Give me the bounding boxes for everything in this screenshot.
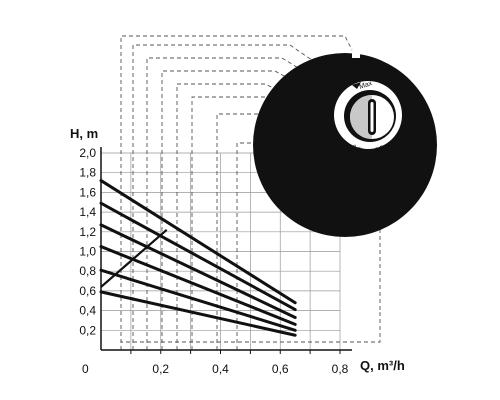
y-tick-labels: 0,2 0,4 0,6 0,8 1,0 1,2 1,4 1,6 1,8 2,0 bbox=[79, 146, 96, 337]
dial-knob-shade bbox=[350, 95, 372, 139]
pump-curves bbox=[99, 179, 297, 337]
y-tick-label: 1,4 bbox=[79, 205, 96, 219]
pump-body-disc bbox=[253, 53, 437, 237]
y-tick-label: 0,8 bbox=[79, 264, 96, 278]
x-tick-label: 0,8 bbox=[332, 362, 349, 376]
y-tick-label: 0,2 bbox=[79, 323, 96, 337]
dial-pointer-highlight bbox=[370, 102, 374, 132]
dial-left-label: 0.65 bbox=[351, 144, 365, 155]
y-tick-label: 1,0 bbox=[79, 245, 96, 259]
pump-notch bbox=[352, 50, 360, 58]
y-tick-label: 0,6 bbox=[79, 284, 96, 298]
x-tick-label: 0,6 bbox=[272, 362, 289, 376]
y-tick-label: 2,0 bbox=[79, 146, 96, 160]
dial-max-arrow-icon bbox=[352, 82, 361, 89]
pump-curve bbox=[99, 179, 297, 305]
y-tick-label: 1,8 bbox=[79, 166, 96, 180]
y-tick-label: 0,4 bbox=[79, 304, 96, 318]
dial-leader-line bbox=[191, 96, 334, 350]
speed-dial-illustration: Max 0.65 0.5 bbox=[253, 50, 437, 237]
y-tick-label: 1,2 bbox=[79, 225, 96, 239]
y-axis-title: H, m bbox=[70, 126, 98, 141]
pump-curve bbox=[99, 268, 297, 332]
x-tick-label: 0,2 bbox=[152, 362, 169, 376]
x-tick-label: 0,4 bbox=[212, 362, 229, 376]
x-axis-title: Q, m³/h bbox=[360, 358, 405, 373]
dial-leader-line bbox=[120, 310, 381, 343]
x-tick-labels: 0,2 0,4 0,6 0,8 bbox=[152, 362, 348, 376]
dial-right-label: 0.5 bbox=[375, 145, 386, 154]
pump-curve bbox=[99, 290, 297, 337]
dial-leader-line bbox=[176, 83, 333, 350]
pump-curve bbox=[99, 201, 297, 312]
envelope-line bbox=[100, 228, 168, 288]
dial-max-label: Max bbox=[358, 80, 373, 91]
x-origin-label: 0 bbox=[82, 362, 89, 376]
y-tick-label: 1,6 bbox=[79, 185, 96, 199]
pump-curve bbox=[99, 223, 297, 319]
